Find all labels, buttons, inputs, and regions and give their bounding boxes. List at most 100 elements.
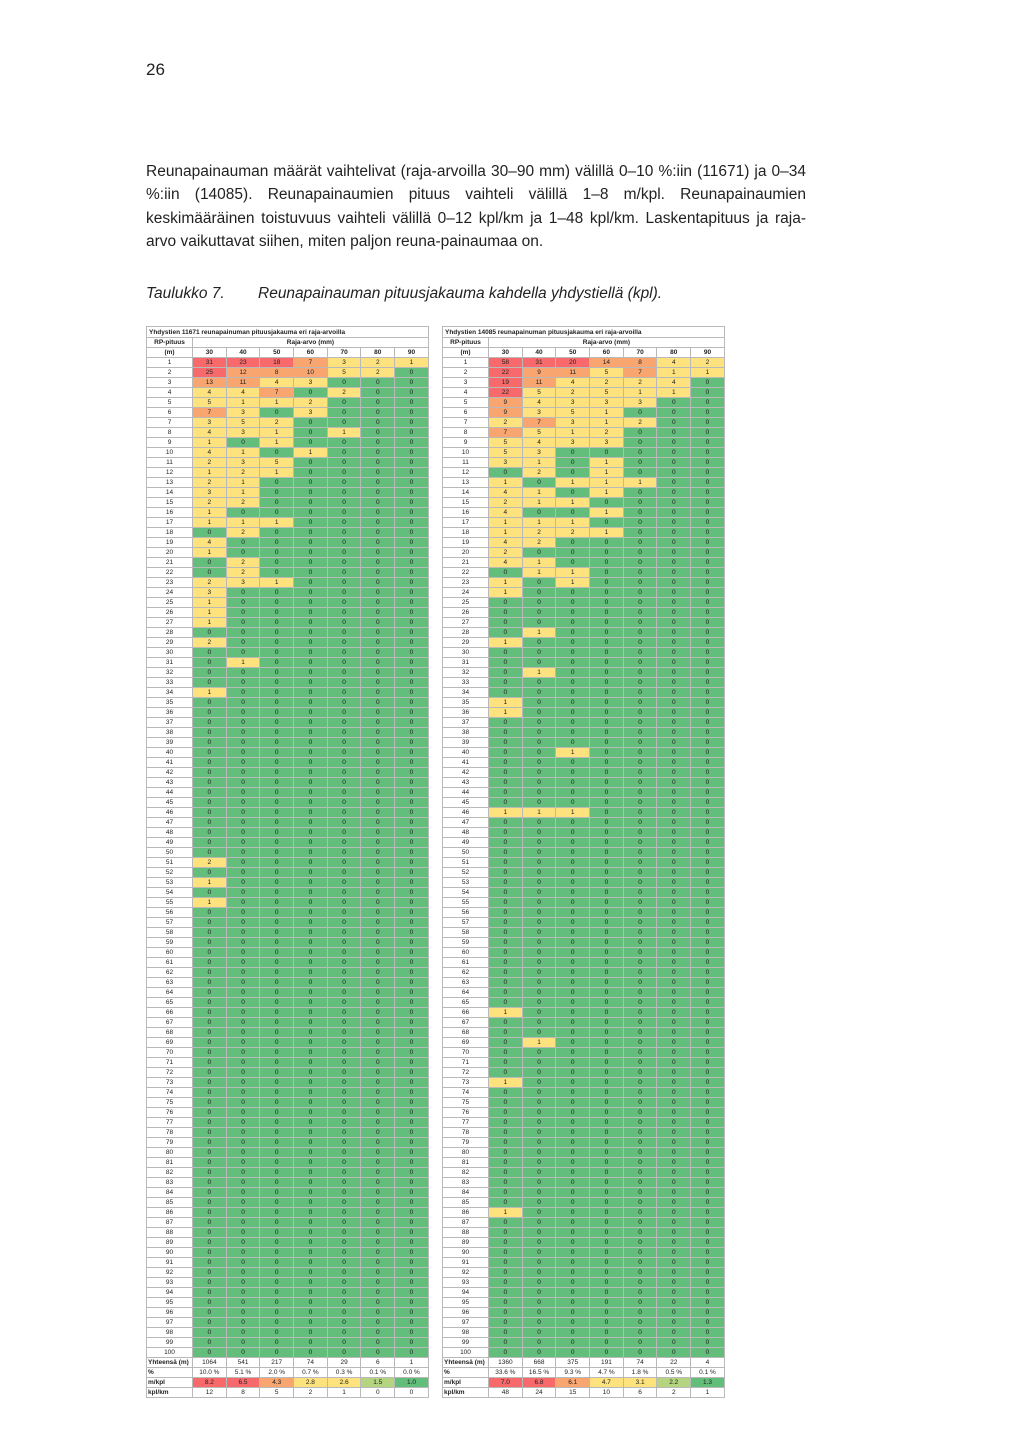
count-cell: 5 [589, 367, 624, 378]
count-cell: 0 [622, 727, 658, 738]
length-value: 94 [146, 1287, 193, 1298]
count-cell: 0 [225, 707, 261, 718]
count-cell: 0 [293, 1307, 328, 1318]
count-cell: 0 [192, 1047, 227, 1058]
count-cell: 0 [293, 607, 328, 618]
table-row: 67 0 0 0 0 0 0 0 [442, 1017, 725, 1028]
count-cell: 0 [225, 847, 261, 858]
count-cell: 0 [259, 1157, 295, 1168]
table-row: 42 0 0 0 0 0 0 0 [442, 767, 725, 778]
count-cell: 0 [293, 1197, 328, 1208]
count-cell: 0 [555, 1077, 591, 1088]
count-cell: 0 [690, 677, 725, 688]
count-cell: 0 [690, 1047, 725, 1058]
count-cell: 0 [192, 727, 227, 738]
table-row: 10 4 1 0 1 0 0 0 [146, 447, 429, 458]
table-row: 45 0 0 0 0 0 0 0 [146, 797, 429, 808]
count-cell: 0 [360, 1347, 396, 1358]
count-cell: 0 [690, 777, 725, 788]
length-value: 17 [146, 517, 193, 528]
count-cell: 2 [488, 417, 523, 428]
length-value: 81 [146, 1157, 193, 1168]
table-row: 2 22 9 11 5 7 1 1 [442, 367, 725, 378]
table-row: 64 0 0 0 0 0 0 0 [146, 987, 429, 998]
count-cell: 1 [225, 657, 261, 668]
count-cell: 0 [521, 1017, 557, 1028]
table-row: 98 0 0 0 0 0 0 0 [442, 1327, 725, 1338]
summary-value: 2.0 % [259, 1367, 295, 1378]
count-cell: 4 [488, 557, 523, 568]
count-cell: 0 [225, 1207, 261, 1218]
count-cell: 1 [589, 407, 624, 418]
count-cell: 0 [690, 557, 725, 568]
count-cell: 0 [394, 1157, 429, 1168]
count-cell: 2 [488, 497, 523, 508]
table-row: 35 1 0 0 0 0 0 0 [442, 697, 725, 708]
count-cell: 0 [488, 1127, 523, 1138]
count-cell: 0 [225, 857, 261, 868]
count-cell: 0 [690, 527, 725, 538]
count-cell: 0 [259, 737, 295, 748]
count-cell: 0 [622, 547, 658, 558]
table-row: 69 0 0 0 0 0 0 0 [146, 1037, 429, 1048]
count-cell: 0 [589, 827, 624, 838]
count-cell: 0 [259, 687, 295, 698]
count-cell: 0 [555, 687, 591, 698]
count-cell: 1 [259, 467, 295, 478]
summary-label: Yhteensä (m) [442, 1357, 489, 1368]
count-cell: 0 [589, 787, 624, 798]
count-cell: 0 [360, 1187, 396, 1198]
table-row: 46 0 0 0 0 0 0 0 [146, 807, 429, 818]
count-cell: 0 [521, 1067, 557, 1078]
count-cell: 0 [521, 1267, 557, 1278]
count-cell: 0 [394, 1217, 429, 1228]
table-row: 44 0 0 0 0 0 0 0 [146, 787, 429, 798]
count-cell: 0 [360, 1207, 396, 1218]
count-cell: 0 [192, 997, 227, 1008]
count-cell: 2 [293, 397, 328, 408]
count-cell: 0 [488, 1337, 523, 1348]
summary-row: kpl/km 48 24 15 10 6 2 1 [442, 1387, 725, 1398]
count-cell: 0 [589, 1157, 624, 1168]
table-row: 40 0 0 1 0 0 0 0 [442, 747, 725, 758]
count-cell: 0 [326, 1247, 362, 1258]
count-cell: 0 [326, 1187, 362, 1198]
count-cell: 0 [488, 957, 523, 968]
count-cell: 0 [326, 907, 362, 918]
count-cell: 0 [690, 987, 725, 998]
count-cell: 0 [622, 847, 658, 858]
length-value: 97 [442, 1317, 489, 1328]
table-title: Yhdystien 14085 reunapainuman pituusjaka… [442, 326, 725, 338]
count-cell: 0 [360, 907, 396, 918]
count-cell: 0 [555, 1337, 591, 1348]
table-row: 100 0 0 0 0 0 0 0 [146, 1347, 429, 1358]
count-cell: 0 [394, 927, 429, 938]
count-cell: 0 [225, 547, 261, 558]
count-cell: 2 [690, 357, 725, 368]
count-cell: 0 [225, 1017, 261, 1028]
count-cell: 1 [259, 427, 295, 438]
count-cell: 0 [259, 987, 295, 998]
summary-value: 6.8 [521, 1377, 557, 1388]
count-cell: 0 [555, 1017, 591, 1028]
count-cell: 0 [326, 1107, 362, 1118]
summary-value: 0.0 % [394, 1367, 429, 1378]
count-cell: 0 [690, 1197, 725, 1208]
count-cell: 0 [225, 687, 261, 698]
count-cell: 0 [622, 1347, 658, 1358]
count-cell: 0 [259, 1187, 295, 1198]
count-cell: 0 [394, 1097, 429, 1108]
length-value: 66 [442, 1007, 489, 1018]
summary-label: Yhteensä (m) [146, 1357, 193, 1368]
count-cell: 0 [293, 667, 328, 678]
table-row: 14 4 1 0 1 0 0 0 [442, 487, 725, 498]
count-cell: 0 [394, 767, 429, 778]
length-value: 54 [442, 887, 489, 898]
count-cell: 0 [589, 1337, 624, 1348]
count-cell: 0 [225, 967, 261, 978]
length-value: 15 [146, 497, 193, 508]
count-cell: 0 [192, 1037, 227, 1048]
